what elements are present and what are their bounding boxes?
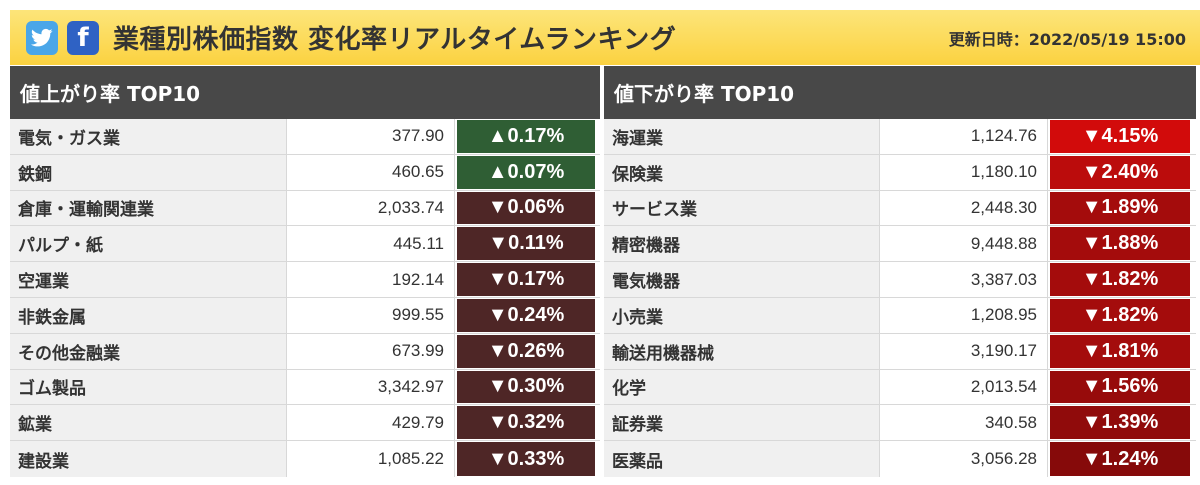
gainers-heading: 値上がり率 TOP10 [10,66,600,119]
change-badge: ▼1.39% [1050,406,1190,440]
index-value: 3,342.97 [287,369,455,405]
table-row[interactable]: 電気機器 3,387.03 ▼1.82% [604,262,1196,298]
table-row[interactable]: 空運業 192.14 ▼0.17% [10,262,600,298]
change-badge: ▼0.11% [457,227,595,261]
sector-name[interactable]: パルプ・紙 [10,226,287,262]
index-value: 2,013.54 [880,369,1048,405]
sector-name[interactable]: 精密機器 [604,226,880,262]
sector-name[interactable]: 小売業 [604,297,880,333]
table-row[interactable]: 鉱業 429.79 ▼0.32% [10,405,600,442]
twitter-share-button[interactable] [26,20,58,55]
table-row[interactable]: その他金融業 673.99 ▼0.26% [10,333,600,370]
twitter-icon [31,28,53,46]
sector-name[interactable]: ゴム製品 [10,369,287,405]
change-badge: ▼1.24% [1050,442,1190,476]
sector-name[interactable]: 空運業 [10,262,287,297]
change-badge: ▼1.88% [1050,227,1190,261]
sector-name[interactable]: 倉庫・運輸関連業 [10,190,287,226]
change-badge: ▼0.30% [457,370,595,404]
change-badge: ▼0.33% [457,442,595,476]
table-row[interactable]: 化学 2,013.54 ▼1.56% [604,369,1196,406]
sector-name[interactable]: 非鉄金属 [10,297,287,333]
gainers-table: 電気・ガス業 377.90 ▲0.17% 鉄鋼 460.65 ▲0.07% 倉庫・運輸関連業… [10,119,600,477]
change-badge: ▼1.82% [1050,263,1190,296]
index-value: 2,448.30 [880,190,1048,226]
change-badge: ▲0.07% [457,155,595,189]
index-value: 1,208.95 [880,297,1048,333]
change-badge: ▼2.40% [1050,155,1190,189]
losers-table: 海運業 1,124.76 ▼4.15% 保険業 1,180.10 ▼2.40% サービス業 2… [604,119,1196,477]
table-row[interactable]: ゴム製品 3,342.97 ▼0.30% [10,369,600,406]
index-value: 429.79 [287,405,455,441]
change-badge: ▼0.32% [457,406,595,440]
table-row[interactable]: 精密機器 9,448.88 ▼1.88% [604,226,1196,263]
index-value: 192.14 [287,262,455,297]
sector-name[interactable]: 鉱業 [10,405,287,441]
change-badge: ▼4.15% [1050,120,1190,153]
change-badge: ▼1.82% [1050,298,1190,332]
sector-name[interactable]: 医薬品 [604,441,880,477]
index-value: 377.90 [287,119,455,154]
change-badge: ▼0.17% [457,263,595,296]
index-value: 673.99 [287,333,455,369]
losers-panel: 値下がり率 TOP10 海運業 1,124.76 ▼4.15% 保険業 1,180.10… [604,66,1196,477]
gainers-panel: 値上がり率 TOP10 電気・ガス業 377.90 ▲0.17% 鉄鋼 460.65 ▲0… [10,66,600,477]
facebook-icon: f [77,22,89,53]
change-badge: ▼1.89% [1050,191,1190,225]
table-row[interactable]: 輸送用機器械 3,190.17 ▼1.81% [604,333,1196,370]
change-badge: ▼1.81% [1050,334,1190,368]
index-value: 340.58 [880,405,1048,441]
change-badge: ▼0.06% [457,191,595,225]
index-value: 1,124.76 [880,119,1048,154]
index-value: 999.55 [287,297,455,333]
table-row[interactable]: 医薬品 3,056.28 ▼1.24% [604,441,1196,477]
facebook-share-button[interactable]: f [67,20,99,55]
sector-name[interactable]: 鉄鋼 [10,154,287,190]
updated-timestamp: 更新日時：2022/05/19 15:00 [948,29,1186,49]
change-badge: ▼1.56% [1050,370,1190,404]
sector-name[interactable]: 海運業 [604,119,880,154]
sector-name[interactable]: 化学 [604,369,880,405]
index-value: 460.65 [287,154,455,190]
table-row[interactable]: 海運業 1,124.76 ▼4.15% [604,119,1196,155]
change-badge: ▼0.24% [457,298,595,332]
table-row[interactable]: 非鉄金属 999.55 ▼0.24% [10,297,600,334]
sector-name[interactable]: 保険業 [604,154,880,190]
table-row[interactable]: 建設業 1,085.22 ▼0.33% [10,441,600,477]
table-row[interactable]: 証券業 340.58 ▼1.39% [604,405,1196,442]
index-value: 3,056.28 [880,441,1048,477]
sector-name[interactable]: 証券業 [604,405,880,441]
page-header: f 業種別株価指数 変化率リアルタイムランキング 更新日時：2022/05/19… [10,10,1200,65]
table-row[interactable]: 鉄鋼 460.65 ▲0.07% [10,154,600,191]
losers-heading: 値下がり率 TOP10 [604,66,1196,119]
table-row[interactable]: 小売業 1,208.95 ▼1.82% [604,297,1196,334]
index-value: 3,387.03 [880,262,1048,297]
table-row[interactable]: パルプ・紙 445.11 ▼0.11% [10,226,600,263]
sector-name[interactable]: サービス業 [604,190,880,226]
social-buttons: f [26,20,99,55]
table-row[interactable]: 倉庫・運輸関連業 2,033.74 ▼0.06% [10,190,600,227]
sector-name[interactable]: 輸送用機器械 [604,333,880,369]
sector-name[interactable]: 電気・ガス業 [10,119,287,154]
index-value: 1,180.10 [880,154,1048,190]
table-row[interactable]: 保険業 1,180.10 ▼2.40% [604,154,1196,191]
index-value: 2,033.74 [287,190,455,226]
index-value: 3,190.17 [880,333,1048,369]
index-value: 445.11 [287,226,455,262]
change-badge: ▲0.17% [457,120,595,153]
table-row[interactable]: サービス業 2,448.30 ▼1.89% [604,190,1196,227]
index-value: 9,448.88 [880,226,1048,262]
sector-name[interactable]: その他金融業 [10,333,287,369]
index-value: 1,085.22 [287,441,455,477]
change-badge: ▼0.26% [457,334,595,368]
sector-name[interactable]: 建設業 [10,441,287,477]
page-title: 業種別株価指数 変化率リアルタイムランキング [113,25,677,55]
table-row[interactable]: 電気・ガス業 377.90 ▲0.17% [10,119,600,155]
sector-name[interactable]: 電気機器 [604,262,880,297]
